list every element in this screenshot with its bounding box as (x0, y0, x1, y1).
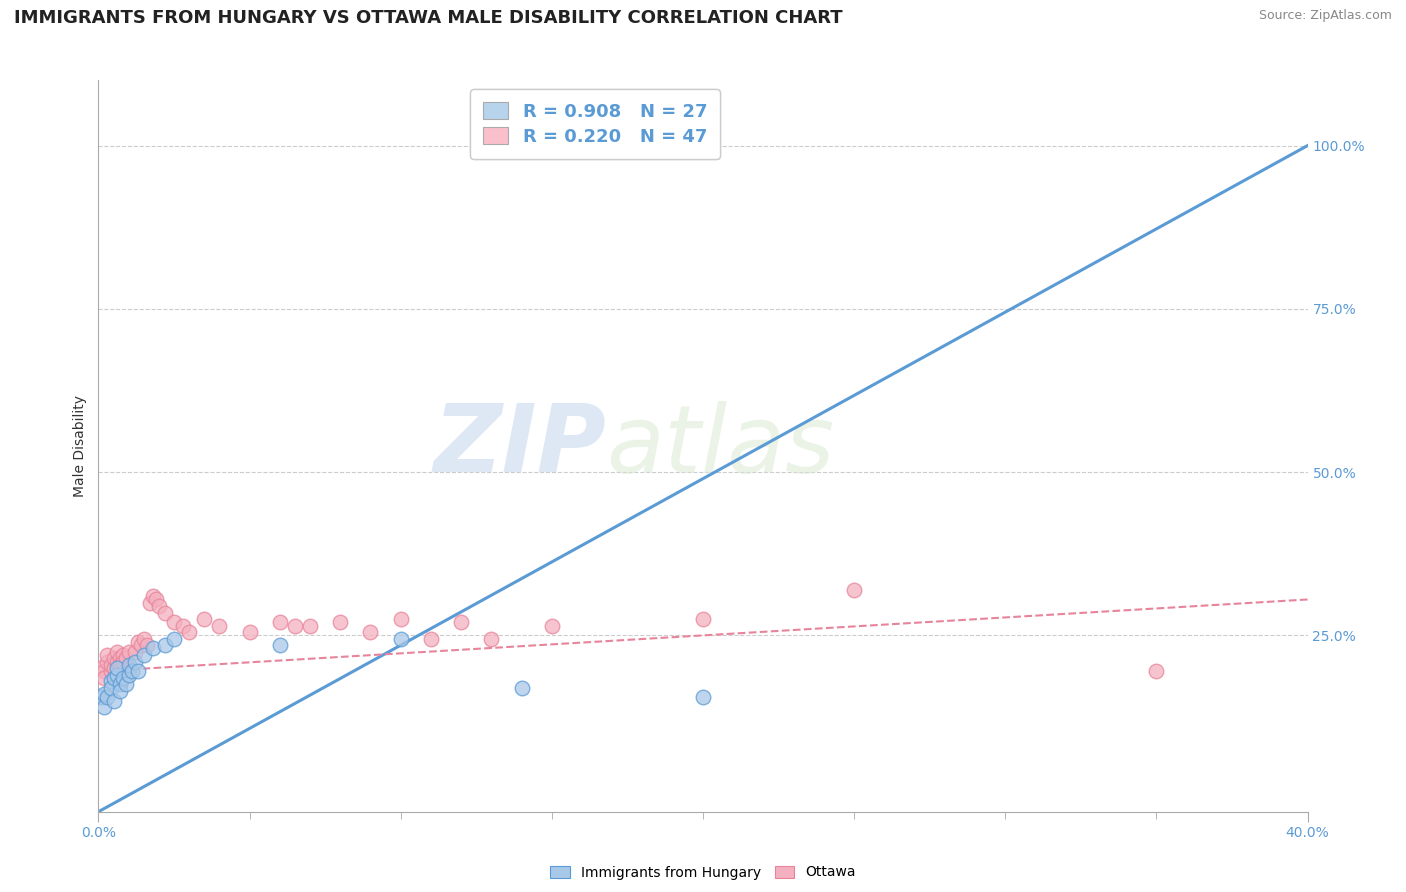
Point (540, 618, 562, 632)
Point (124, 655, 146, 669)
Point (96, 655, 118, 669)
Point (142, 589, 165, 603)
Point (193, 612, 215, 626)
Point (90, 690, 112, 705)
Point (108, 651, 131, 665)
Point (108, 684, 131, 698)
Point (105, 667, 128, 681)
Point (111, 655, 134, 669)
Point (105, 655, 128, 669)
Point (145, 592, 167, 607)
Point (269, 638, 291, 652)
Point (100, 681, 122, 695)
Y-axis label: Male Disability: Male Disability (73, 395, 87, 497)
Point (118, 645, 141, 659)
Point (132, 648, 155, 662)
Point (127, 635, 149, 649)
Point (96, 648, 118, 662)
Point (118, 657, 141, 672)
Text: ZIP: ZIP (433, 400, 606, 492)
Legend: Immigrants from Hungary, Ottawa: Immigrants from Hungary, Ottawa (544, 860, 862, 885)
Point (100, 674, 122, 689)
Point (111, 671, 134, 685)
Point (124, 645, 146, 659)
Point (93, 665, 115, 679)
Point (450, 615, 472, 630)
Point (1144, 665, 1167, 679)
Point (148, 599, 170, 613)
Point (114, 677, 136, 691)
Point (844, 582, 866, 597)
Point (329, 615, 352, 630)
Point (389, 632, 412, 646)
Point (153, 638, 176, 652)
Legend: R = 0.908   N = 27, R = 0.220   N = 47: R = 0.908 N = 27, R = 0.220 N = 47 (470, 89, 720, 159)
Point (139, 596, 162, 610)
Point (135, 638, 157, 652)
Point (419, 632, 441, 646)
Point (692, 690, 714, 705)
Point (129, 638, 152, 652)
Point (108, 677, 131, 691)
Point (172, 618, 194, 632)
Point (103, 671, 125, 685)
Point (284, 618, 307, 632)
Point (163, 632, 186, 646)
Point (132, 632, 155, 646)
Point (108, 657, 131, 672)
Point (360, 625, 382, 640)
Point (481, 632, 503, 646)
Point (103, 694, 125, 708)
Point (90, 661, 112, 675)
Point (96, 690, 118, 705)
Text: Source: ZipAtlas.com: Source: ZipAtlas.com (1258, 9, 1392, 22)
Point (103, 651, 125, 665)
Point (105, 645, 128, 659)
Point (100, 657, 122, 672)
Point (177, 625, 201, 640)
Point (163, 615, 186, 630)
Point (121, 665, 143, 679)
Text: IMMIGRANTS FROM HUNGARY VS OTTAWA MALE DISABILITY CORRELATION CHART: IMMIGRANTS FROM HUNGARY VS OTTAWA MALE D… (14, 9, 842, 27)
Point (153, 606, 176, 620)
Point (93, 687, 115, 701)
Point (142, 641, 165, 656)
Point (118, 667, 141, 681)
Point (692, 612, 714, 626)
Point (100, 665, 122, 679)
Point (105, 661, 128, 675)
Point (111, 648, 134, 662)
Point (127, 665, 149, 679)
Point (93, 671, 115, 685)
Point (389, 612, 412, 626)
Point (269, 615, 291, 630)
Text: atlas: atlas (606, 401, 835, 491)
Point (239, 625, 262, 640)
Point (93, 700, 115, 714)
Point (299, 618, 322, 632)
Point (510, 681, 533, 695)
Point (103, 661, 125, 675)
Point (208, 618, 231, 632)
Point (114, 651, 136, 665)
Point (118, 661, 141, 675)
